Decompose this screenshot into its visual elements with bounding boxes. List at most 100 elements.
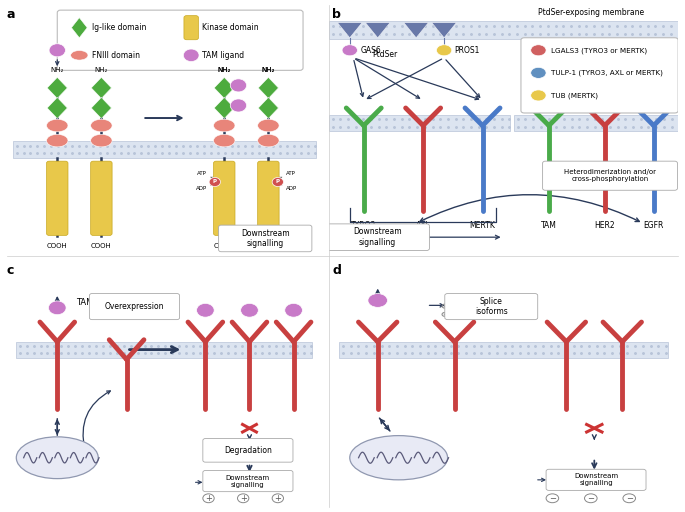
Text: c: c — [7, 264, 14, 276]
Ellipse shape — [90, 134, 112, 147]
Text: TULP-1 (TYRO3, AXL or MERTK): TULP-1 (TYRO3, AXL or MERTK) — [551, 70, 662, 76]
Polygon shape — [214, 97, 234, 118]
FancyBboxPatch shape — [339, 342, 668, 357]
Circle shape — [623, 494, 636, 503]
Circle shape — [203, 494, 214, 503]
Circle shape — [531, 90, 546, 101]
Text: Degradation: Degradation — [224, 446, 272, 455]
Text: NH₂: NH₂ — [218, 67, 231, 73]
Text: ADP: ADP — [286, 186, 297, 191]
Text: MERTK: MERTK — [470, 221, 495, 230]
FancyBboxPatch shape — [329, 115, 510, 131]
Text: COOH: COOH — [258, 244, 279, 249]
Circle shape — [184, 49, 199, 61]
Circle shape — [285, 304, 302, 317]
Polygon shape — [404, 23, 428, 38]
FancyBboxPatch shape — [203, 439, 293, 462]
Text: Heterodimerization and/or
cross-phosphorylation: Heterodimerization and/or cross-phosphor… — [564, 169, 656, 182]
Circle shape — [531, 45, 546, 56]
FancyBboxPatch shape — [13, 141, 316, 158]
Polygon shape — [91, 97, 112, 118]
Text: TAM: TAM — [76, 298, 94, 307]
Polygon shape — [366, 23, 390, 38]
Circle shape — [240, 304, 258, 317]
FancyBboxPatch shape — [184, 16, 199, 40]
Text: PROS1: PROS1 — [455, 46, 480, 55]
Text: HER2: HER2 — [595, 221, 615, 230]
Ellipse shape — [214, 119, 235, 132]
Text: TAM ligand: TAM ligand — [202, 51, 245, 60]
FancyBboxPatch shape — [258, 161, 279, 236]
Circle shape — [546, 494, 559, 503]
Ellipse shape — [47, 134, 68, 147]
Text: COOH: COOH — [91, 244, 112, 249]
FancyBboxPatch shape — [521, 38, 678, 113]
Text: −: − — [625, 494, 633, 503]
Polygon shape — [258, 77, 279, 98]
Polygon shape — [338, 23, 362, 38]
Text: Kinase domain: Kinase domain — [202, 23, 259, 32]
Text: NH₂: NH₂ — [51, 67, 64, 73]
FancyBboxPatch shape — [219, 225, 312, 252]
FancyBboxPatch shape — [90, 161, 112, 236]
Ellipse shape — [350, 436, 447, 480]
Circle shape — [531, 68, 546, 78]
FancyBboxPatch shape — [203, 471, 293, 492]
FancyBboxPatch shape — [47, 161, 68, 236]
Text: PtdSer: PtdSer — [372, 50, 397, 59]
Circle shape — [230, 99, 247, 112]
Text: +: + — [275, 494, 282, 503]
Text: −: − — [549, 494, 556, 503]
Text: −: − — [587, 494, 595, 503]
FancyBboxPatch shape — [514, 115, 678, 131]
Text: COOH: COOH — [47, 244, 68, 249]
Text: COOH: COOH — [214, 244, 235, 249]
Text: P: P — [276, 180, 280, 184]
Polygon shape — [47, 97, 67, 118]
Text: NH₂: NH₂ — [218, 67, 231, 73]
Circle shape — [49, 44, 66, 57]
Text: EGFR: EGFR — [643, 221, 664, 230]
Polygon shape — [258, 97, 279, 118]
Text: b: b — [332, 8, 341, 20]
Text: +: + — [240, 494, 247, 503]
FancyBboxPatch shape — [214, 161, 235, 236]
Text: NH₂: NH₂ — [262, 67, 275, 73]
Text: TYRO3: TYRO3 — [351, 221, 377, 230]
Text: Downstream
signalling: Downstream signalling — [241, 229, 290, 248]
Circle shape — [238, 494, 249, 503]
Text: AXL: AXL — [416, 221, 430, 230]
FancyBboxPatch shape — [326, 224, 429, 250]
Text: a: a — [7, 8, 15, 20]
FancyBboxPatch shape — [58, 10, 303, 70]
Text: Downstream
signalling: Downstream signalling — [574, 474, 618, 486]
Text: TAM: TAM — [541, 221, 557, 230]
Text: TUB (MERTK): TUB (MERTK) — [551, 92, 597, 99]
Circle shape — [368, 293, 388, 307]
FancyBboxPatch shape — [445, 293, 538, 319]
Ellipse shape — [258, 134, 279, 147]
Text: Overexpression: Overexpression — [105, 302, 164, 311]
Circle shape — [209, 178, 221, 186]
Circle shape — [584, 494, 597, 503]
Polygon shape — [47, 77, 67, 98]
Text: NH₂: NH₂ — [262, 67, 275, 73]
FancyBboxPatch shape — [90, 293, 179, 319]
Circle shape — [488, 302, 506, 314]
FancyBboxPatch shape — [543, 161, 677, 190]
Text: Splice
isoforms: Splice isoforms — [475, 297, 508, 316]
Polygon shape — [214, 77, 234, 98]
Text: P: P — [213, 180, 217, 184]
FancyBboxPatch shape — [329, 22, 678, 39]
Polygon shape — [432, 23, 456, 38]
Text: Downstream
signalling: Downstream signalling — [353, 227, 402, 247]
Circle shape — [230, 79, 247, 92]
Ellipse shape — [90, 119, 112, 132]
Text: Downstream
signalling: Downstream signalling — [226, 475, 270, 487]
Ellipse shape — [16, 437, 98, 479]
Circle shape — [49, 301, 66, 315]
Ellipse shape — [47, 119, 68, 132]
Text: Ig-like domain: Ig-like domain — [92, 23, 147, 32]
Text: ADP: ADP — [196, 186, 207, 191]
Polygon shape — [91, 77, 112, 98]
